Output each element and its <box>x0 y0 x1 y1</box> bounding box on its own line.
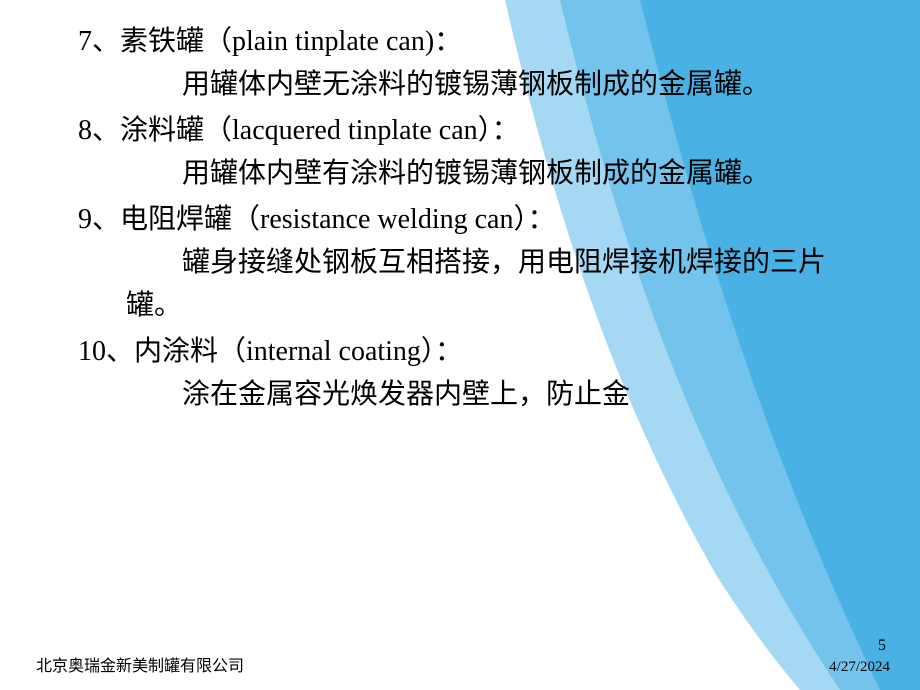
definition-item-10: 10、内涂料（internal coating）： 涂在金属容光焕发器内壁上，防… <box>78 330 860 417</box>
def-7: 用罐体内壁无涂料的镀锡薄钢板制成的金属罐。 <box>78 63 860 106</box>
term-9: 9、电阻焊罐（resistance welding can）： <box>78 198 860 241</box>
footer-right: 5 4/27/2024 <box>829 637 890 676</box>
def-9: 罐身接缝处钢板互相搭接，用电阻焊接机焊接的三片罐。 <box>78 241 860 328</box>
footer-company: 北京奥瑞金新美制罐有限公司 <box>36 652 244 676</box>
definition-item-9: 9、电阻焊罐（resistance welding can）： 罐身接缝处钢板互… <box>78 198 860 328</box>
slide-footer: 北京奥瑞金新美制罐有限公司 5 4/27/2024 <box>36 637 890 676</box>
definition-item-8: 8、涂料罐（lacquered tinplate can）： 用罐体内壁有涂料的… <box>78 109 860 196</box>
term-7: 7、素铁罐（plain tinplate can)： <box>78 20 860 63</box>
definition-item-7: 7、素铁罐（plain tinplate can)： 用罐体内壁无涂料的镀锡薄钢… <box>78 20 860 107</box>
def-10: 涂在金属容光焕发器内壁上，防止金 <box>78 373 860 416</box>
term-8: 8、涂料罐（lacquered tinplate can）： <box>78 109 860 152</box>
footer-date: 4/27/2024 <box>829 659 890 676</box>
def-8: 用罐体内壁有涂料的镀锡薄钢板制成的金属罐。 <box>78 152 860 195</box>
term-10: 10、内涂料（internal coating）： <box>78 330 860 373</box>
page-number: 5 <box>829 637 886 655</box>
slide-content: 7、素铁罐（plain tinplate can)： 用罐体内壁无涂料的镀锡薄钢… <box>0 0 920 417</box>
